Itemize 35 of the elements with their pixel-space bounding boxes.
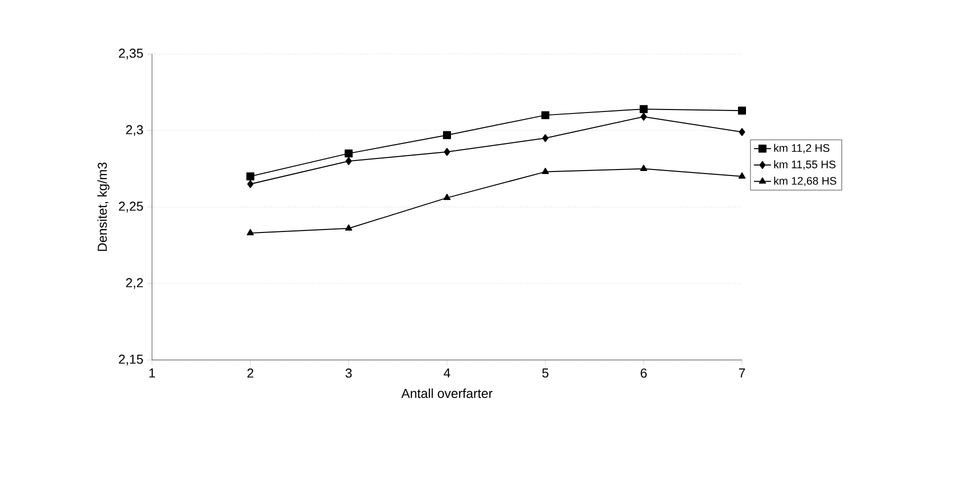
point xyxy=(246,228,254,236)
y-tick-label: 2,35 xyxy=(118,48,143,60)
x-tick-label: 1 xyxy=(149,368,155,378)
point xyxy=(640,112,647,121)
point xyxy=(444,148,450,156)
x-tick-label: 6 xyxy=(640,368,647,378)
point xyxy=(738,106,746,115)
y-axis-title: Densitet, kg/m3 xyxy=(97,162,110,251)
point xyxy=(541,111,550,120)
point xyxy=(344,149,353,158)
point xyxy=(443,194,451,200)
point xyxy=(246,172,254,180)
x-tick-label: 2 xyxy=(247,368,254,378)
y-tick-label: 2,2 xyxy=(126,278,143,289)
legend-label: km 11,55 HS xyxy=(774,160,836,170)
point xyxy=(542,168,549,174)
point xyxy=(345,224,352,231)
x-tick-label: 7 xyxy=(739,368,745,378)
legend-label: km 11,2 HS xyxy=(774,144,830,154)
legend-label: km 12,68 HS xyxy=(774,176,836,186)
point xyxy=(247,180,254,188)
point xyxy=(443,131,452,140)
x-tick-label: 5 xyxy=(542,368,548,378)
x-tick-label: 4 xyxy=(444,368,450,378)
point xyxy=(542,134,548,142)
point xyxy=(738,172,746,179)
x-axis-title: Antall overfarter xyxy=(401,388,492,398)
point xyxy=(738,128,746,136)
y-tick-label: 2,3 xyxy=(126,125,143,136)
x-tick-label: 3 xyxy=(346,368,352,378)
y-tick-label: 2,25 xyxy=(118,202,143,212)
y-tick-label: 2,15 xyxy=(118,354,143,366)
point xyxy=(640,164,648,171)
point xyxy=(640,105,648,114)
point xyxy=(346,157,352,166)
